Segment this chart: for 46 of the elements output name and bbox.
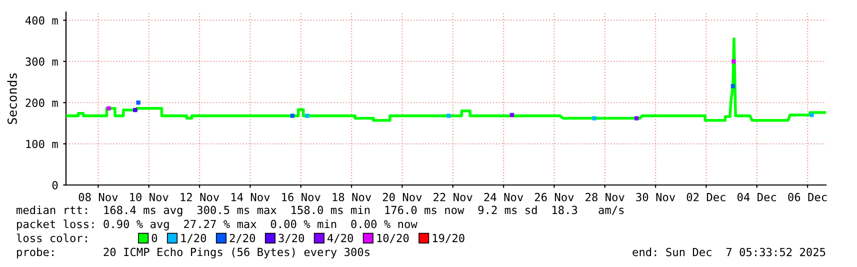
x-tick-label: 08 Nov (78, 192, 118, 202)
y-tick-label: 400 m (25, 16, 58, 25)
point (730, 84, 736, 88)
point (290, 114, 294, 118)
text: packet loss: 0.90 % avg 27.27 % max 0.00 % min 0.00 % now (17, 220, 418, 230)
point (510, 112, 514, 118)
point (133, 108, 138, 112)
legend-label: 1/20 (181, 234, 206, 244)
x-tick-label: 18 Nov (332, 192, 372, 202)
x-tick-label: 16 Nov (282, 192, 320, 202)
point (810, 112, 814, 118)
point (305, 114, 310, 118)
text: median rtt: 168.4 ms avg 300.5 ms max 158.0 ms min 176.0 ms now 9.2 ms sd 18.3 am/s (16, 206, 624, 216)
x-tick-label: 30 Nov (636, 192, 676, 202)
legend-title: loss color: (16, 234, 87, 242)
text: end: Sun Dec 7 05:33:52 2025 (632, 248, 826, 256)
y-tick-label: 0 (52, 181, 58, 190)
x-tick-label: 14 Nov (231, 193, 270, 202)
legend-label: 0 (152, 234, 158, 242)
point (592, 116, 596, 120)
line-series (66, 37, 826, 122)
x-tick-label: 26 Nov (534, 192, 574, 202)
x-tick-label: 28 Nov (586, 192, 624, 202)
x-tick-label: 24 Nov (484, 192, 524, 202)
x-tick-label: 04 Dec (738, 192, 776, 202)
point (446, 114, 451, 118)
x-tick-label: 22 Nov (434, 192, 472, 202)
legend-label: 2/20 (230, 234, 256, 244)
point (106, 106, 111, 110)
x-tick-label: 06 Dec (788, 192, 827, 202)
point (732, 59, 736, 64)
legend-label: 19/20 (432, 234, 464, 244)
x-tick-label: 10 Nov (130, 192, 168, 202)
text: probe: 20 ICMP Echo Pings (56 Bytes) every 300s (17, 248, 370, 258)
legend-label: 10/20 (377, 234, 409, 244)
legend-label: 3/20 (278, 234, 304, 244)
y-axis-title: Seconds (7, 73, 17, 124)
x-tick-label: 12 Nov (180, 192, 220, 202)
point (136, 100, 140, 105)
legend-label: 4/20 (328, 234, 353, 244)
point (634, 116, 639, 120)
y-tick-label: 100 m (26, 140, 58, 148)
x-tick-label: 20 Nov (382, 192, 422, 202)
y-tick-label: 300 m (26, 57, 58, 66)
y-tick-label: 200 m (26, 98, 58, 108)
x-tick-label: 02 Dec (686, 192, 726, 202)
